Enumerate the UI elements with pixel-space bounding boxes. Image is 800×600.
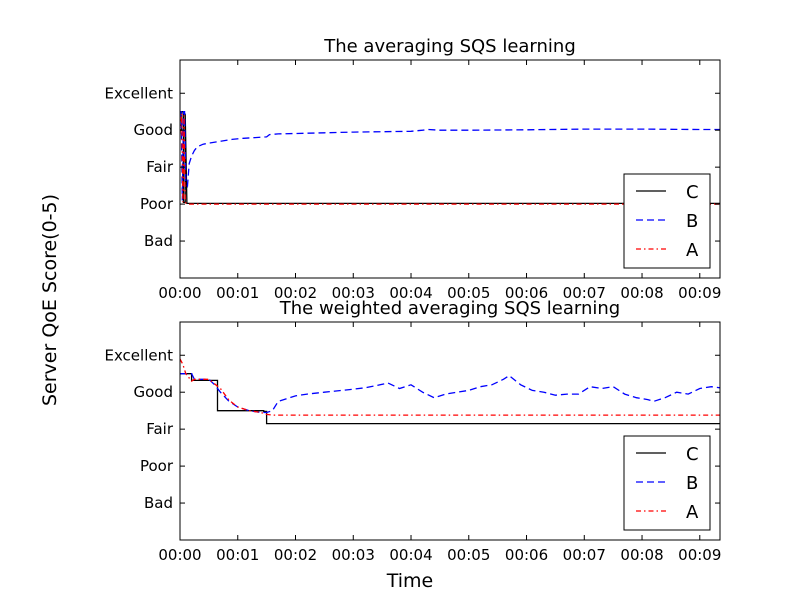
x-tick-label: 00:00: [158, 284, 201, 302]
legend: CBA: [623, 435, 711, 531]
x-tick-label: 00:01: [216, 546, 259, 564]
x-tick-label: 00:09: [678, 546, 721, 564]
x-tick-label: 00:07: [563, 284, 606, 302]
legend: CBA: [623, 173, 711, 269]
legend-label-b: B: [686, 473, 698, 494]
legend-label-a: A: [686, 502, 699, 523]
legend-label-b: B: [686, 211, 698, 232]
x-tick-label: 00:04: [389, 546, 432, 564]
legend-box: [623, 435, 711, 531]
figure-ylabel: Server QoE Score(0-5): [39, 194, 61, 406]
legend-label-c: C: [686, 444, 699, 465]
legend-label-a: A: [686, 240, 699, 261]
chart-title: The averaging SQS learning: [323, 36, 576, 57]
y-tick-label: Poor: [140, 195, 174, 213]
x-tick-label: 00:08: [620, 284, 663, 302]
x-tick-label: 00:05: [447, 284, 490, 302]
x-tick-label: 00:07: [563, 546, 606, 564]
series-line-c: [180, 373, 720, 425]
y-tick-label: Fair: [146, 420, 174, 438]
y-tick-label: Bad: [144, 232, 173, 250]
x-tick-label: 00:08: [620, 546, 663, 564]
series-line-b: [180, 111, 720, 201]
series-line-a: [180, 358, 720, 416]
y-tick-label: Poor: [140, 457, 174, 475]
axes-frame: [179, 59, 721, 279]
x-tick-label: 00:03: [332, 546, 375, 564]
chart-title: The weighted averaging SQS learning: [279, 298, 620, 319]
x-tick-label: 00:02: [274, 546, 317, 564]
axes-frame: [179, 321, 721, 541]
x-tick-label: 00:03: [332, 284, 375, 302]
x-tick-label: 00:06: [505, 284, 548, 302]
x-tick-label: 00:01: [216, 284, 259, 302]
x-tick-label: 00:06: [505, 546, 548, 564]
chart-panel-weighted-averaging: The weighted averaging SQS learning 00:00…: [104, 298, 721, 564]
y-tick-label: Good: [134, 121, 174, 139]
legend-label-c: C: [686, 182, 699, 203]
series-lines: [180, 111, 720, 205]
x-tick-label: 00:02: [274, 284, 317, 302]
x-tick-label: 00:00: [158, 546, 201, 564]
series-line-a: [180, 113, 720, 205]
y-tick-label: Bad: [144, 494, 173, 512]
figure-xlabel: Time: [386, 570, 434, 592]
chart-panel-averaging: The averaging SQS learning 00:00 00:01 00:0…: [104, 36, 721, 302]
y-tick-label: Excellent: [104, 84, 173, 102]
legend-box: [623, 173, 711, 269]
y-tick-label: Good: [134, 383, 174, 401]
x-tick-label: 00:05: [447, 546, 490, 564]
y-tick-label: Fair: [146, 158, 174, 176]
series-lines: [180, 358, 720, 425]
y-tick-label: Excellent: [104, 346, 173, 364]
x-tick-label: 00:04: [389, 284, 432, 302]
x-tick-label: 00:09: [678, 284, 721, 302]
